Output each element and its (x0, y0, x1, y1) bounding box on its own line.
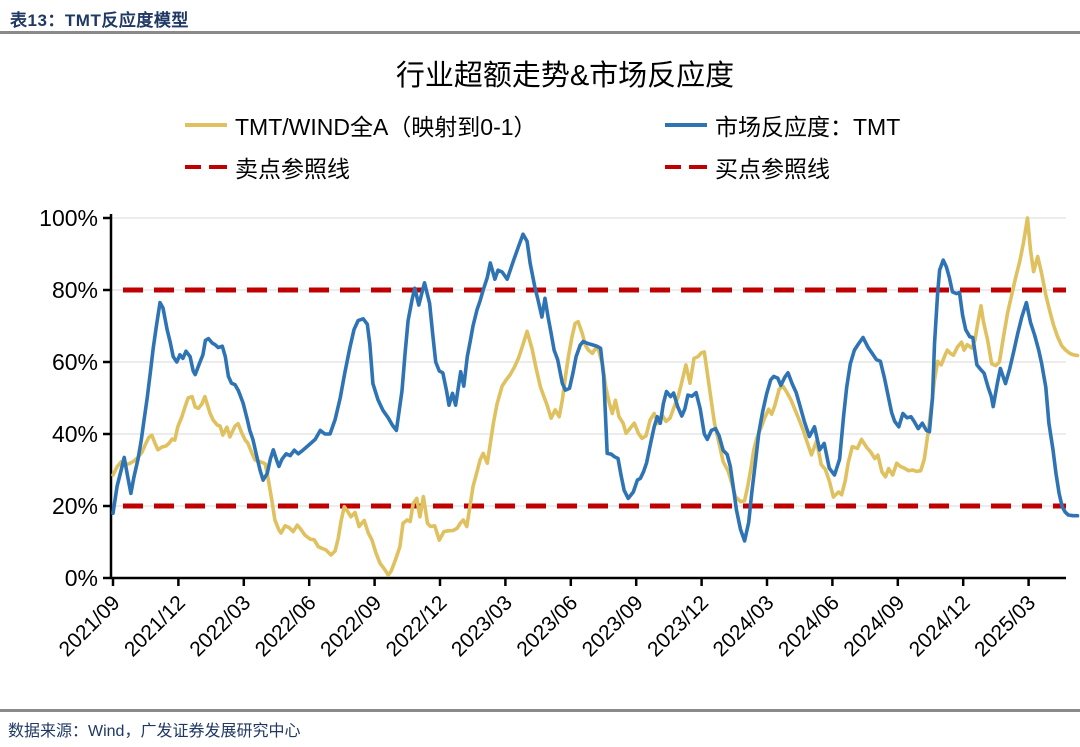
legend-swatch-red-dashed (185, 165, 227, 169)
footer-divider (0, 709, 1080, 712)
x-tick-label: 2021/09 (55, 591, 125, 661)
x-tick-label: 2022/12 (382, 591, 452, 661)
legend-label: TMT/WIND全A（映射到0-1） (235, 114, 537, 140)
y-tick-label: 80% (52, 277, 98, 303)
x-tick-label: 2024/12 (905, 591, 975, 661)
legend-swatch-yellow-line (185, 123, 227, 127)
y-tick-label: 100% (39, 205, 98, 231)
x-tick-label: 2022/09 (316, 591, 386, 661)
series-line-market-reaction (111, 232, 1080, 543)
legend-item-sell-reference: 卖点参照线 (185, 150, 350, 184)
x-tick-label: 2023/06 (512, 591, 582, 661)
x-tick-label: 2021/12 (120, 591, 190, 661)
data-source-note: 数据来源：Wind，广发证券发展研究中心 (8, 723, 301, 740)
legend-label: 买点参照线 (715, 156, 830, 182)
legend-item-market-reaction: 市场反应度：TMT (665, 108, 900, 142)
y-tick-label: 40% (52, 421, 98, 447)
series-line-tmt-wind (111, 216, 1080, 577)
x-tick-label: 2025/03 (970, 591, 1040, 661)
x-tick-label: 2024/03 (709, 591, 779, 661)
x-tick-label: 2022/03 (185, 591, 255, 661)
legend-item-tmt-wind: TMT/WIND全A（映射到0-1） (185, 108, 537, 142)
legend-swatch-red-dashed (665, 165, 707, 169)
x-tick-label: 2023/12 (643, 591, 713, 661)
legend-label: 市场反应度：TMT (715, 114, 901, 140)
legend-item-buy-reference: 买点参照线 (665, 150, 830, 184)
y-tick-label: 20% (52, 493, 98, 519)
x-tick-label: 2023/09 (578, 591, 648, 661)
legend-label: 卖点参照线 (235, 156, 350, 182)
legend-swatch-blue-line (665, 123, 707, 127)
header-divider (0, 31, 1080, 34)
x-tick-label: 2024/06 (774, 591, 844, 661)
x-tick-label: 2024/09 (839, 591, 909, 661)
x-tick-label: 2022/06 (251, 591, 321, 661)
y-tick-label: 60% (52, 349, 98, 375)
y-tick-label: 0% (65, 565, 98, 591)
table-caption: 表13：TMT反应度模型 (10, 11, 189, 30)
chart-title: 行业超额走势&市场反应度 (395, 60, 735, 92)
x-tick-label: 2023/03 (447, 591, 517, 661)
